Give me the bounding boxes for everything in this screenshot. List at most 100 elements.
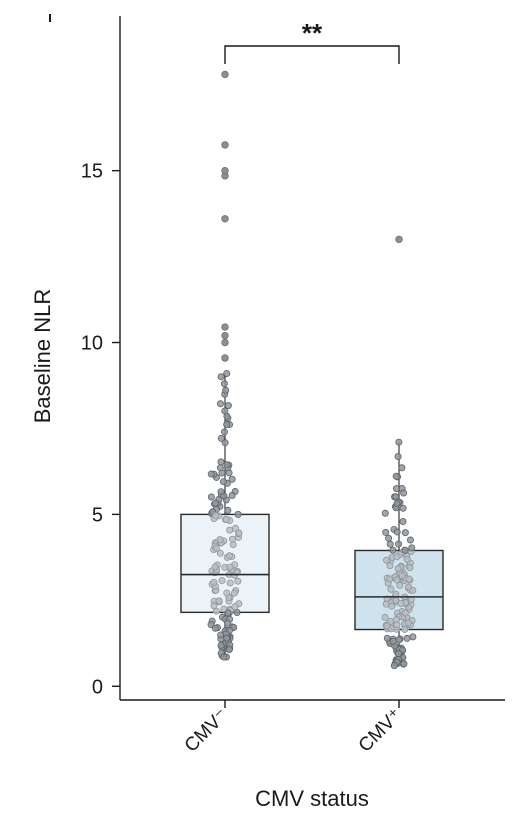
data-point xyxy=(395,540,403,548)
data-point xyxy=(381,613,389,621)
data-point xyxy=(397,599,405,607)
y-axis-title: Baseline NLR xyxy=(30,289,55,424)
y-tick-label: 15 xyxy=(81,161,103,183)
data-point xyxy=(395,650,403,658)
data-point xyxy=(232,524,240,532)
data-point xyxy=(392,472,400,480)
data-point xyxy=(403,634,411,642)
data-point xyxy=(223,634,231,642)
data-point xyxy=(229,535,237,543)
data-point xyxy=(235,529,243,537)
data-point xyxy=(220,380,228,388)
data-point xyxy=(386,562,394,570)
data-point xyxy=(233,608,241,616)
data-point xyxy=(398,464,406,472)
data-point xyxy=(218,577,226,585)
data-point xyxy=(212,511,220,519)
data-point xyxy=(210,578,218,586)
data-point xyxy=(225,552,233,560)
outlier-point xyxy=(395,235,403,244)
y-axis-ticks: 0 5 10 15 xyxy=(81,161,120,698)
data-point xyxy=(217,641,225,649)
data-point xyxy=(401,625,409,633)
outlier-point xyxy=(221,323,229,331)
data-point xyxy=(387,585,395,593)
data-point xyxy=(215,597,223,605)
data-point xyxy=(383,634,391,642)
data-point xyxy=(392,616,400,624)
data-point xyxy=(217,458,225,466)
data-point xyxy=(394,452,402,460)
data-point xyxy=(408,544,416,552)
data-point xyxy=(393,576,401,584)
data-point xyxy=(217,434,225,442)
data-point xyxy=(231,603,239,611)
x-axis-ticks: CMV⁻ CMV⁺ xyxy=(181,700,407,756)
data-point xyxy=(226,526,234,534)
data-point xyxy=(220,428,228,436)
outlier-point xyxy=(221,70,229,79)
outlier-point xyxy=(221,166,229,175)
data-point xyxy=(385,534,393,542)
box-groups xyxy=(180,70,444,670)
data-point xyxy=(221,407,229,415)
data-point xyxy=(222,386,230,394)
data-point xyxy=(228,475,236,483)
data-point xyxy=(225,645,233,653)
data-point xyxy=(388,602,396,610)
data-point xyxy=(211,563,219,571)
y-tick-label: 5 xyxy=(92,504,103,526)
data-point xyxy=(399,504,407,512)
data-point xyxy=(405,575,413,583)
data-point xyxy=(392,485,400,493)
data-point xyxy=(216,400,224,408)
data-point xyxy=(409,633,417,641)
significance-bracket: ** xyxy=(224,18,400,64)
data-point xyxy=(234,577,242,585)
data-point xyxy=(222,515,230,523)
data-point xyxy=(211,624,219,632)
data-point xyxy=(216,536,224,544)
box-rect xyxy=(180,513,270,614)
data-point xyxy=(207,493,215,501)
data-point xyxy=(223,421,231,429)
data-point xyxy=(224,402,232,410)
data-point xyxy=(390,662,398,670)
significance-bracket-line xyxy=(224,45,400,64)
data-point xyxy=(389,637,397,645)
y-tick-label: 10 xyxy=(81,333,103,355)
data-point xyxy=(223,589,231,597)
data-point xyxy=(401,529,409,537)
data-point xyxy=(217,373,225,381)
data-point xyxy=(394,565,402,573)
data-point xyxy=(395,438,403,446)
box-group xyxy=(180,70,270,661)
data-point xyxy=(395,636,403,644)
data-point xyxy=(398,572,406,580)
data-point xyxy=(393,499,401,507)
data-point xyxy=(403,555,411,563)
data-point xyxy=(386,540,394,548)
data-point xyxy=(223,369,231,377)
data-point xyxy=(212,544,220,552)
data-point xyxy=(400,489,408,497)
data-point xyxy=(220,605,228,613)
data-point xyxy=(393,553,401,561)
box-group xyxy=(354,235,444,670)
data-point xyxy=(211,499,219,507)
data-point xyxy=(221,439,229,447)
data-point xyxy=(383,622,391,630)
data-point xyxy=(381,509,389,517)
data-point xyxy=(219,478,227,486)
data-point xyxy=(405,583,413,591)
x-tick-label: CMV⁻ xyxy=(181,705,233,757)
x-axis-title: CMV status xyxy=(255,786,369,811)
data-point xyxy=(389,546,397,554)
data-point xyxy=(401,609,409,617)
data-point xyxy=(217,488,225,496)
data-point xyxy=(216,549,224,557)
data-point xyxy=(234,510,242,518)
data-point xyxy=(404,619,412,627)
data-point xyxy=(383,556,391,564)
data-point xyxy=(207,470,215,478)
